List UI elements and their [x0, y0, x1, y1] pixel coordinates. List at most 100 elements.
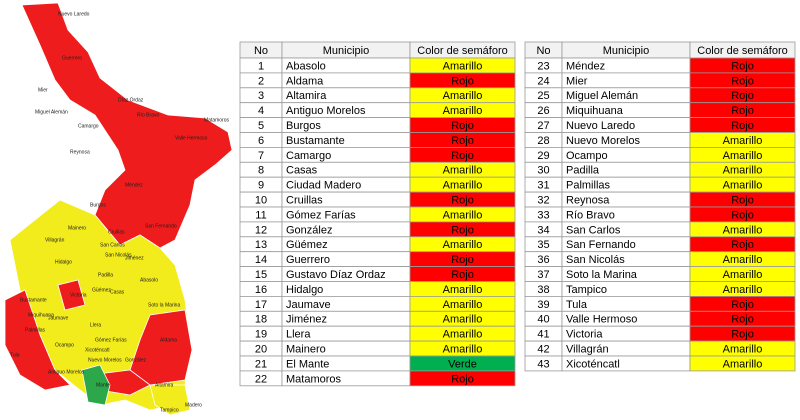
map-region	[129, 309, 193, 386]
municipality: Valle Hermoso	[566, 314, 637, 326]
row-number: 42	[537, 343, 549, 355]
map-label: Tampico	[160, 407, 179, 413]
row-number: 17	[255, 299, 267, 311]
status: Rojo	[731, 194, 754, 206]
status: Amarillo	[443, 165, 483, 177]
status: Rojo	[451, 373, 474, 385]
municipality: Ocampo	[566, 150, 608, 162]
status: Amarillo	[723, 343, 763, 355]
row-number: 1	[258, 60, 264, 72]
header-text: No	[254, 45, 268, 57]
map-label: Altamira	[155, 382, 174, 388]
municipality: Gustavo Díaz Ordaz	[286, 269, 386, 281]
map-label: Llera	[90, 322, 101, 328]
status: Rojo	[451, 269, 474, 281]
municipality: Llera	[286, 329, 311, 341]
status: Rojo	[451, 194, 474, 206]
status: Rojo	[731, 314, 754, 326]
map-label: Gómez Farías	[95, 337, 127, 343]
municipality: Mier	[566, 75, 588, 87]
municipality: Jaumave	[286, 299, 331, 311]
municipality: Río Bravo	[566, 209, 615, 221]
municipality: Casas	[286, 165, 318, 177]
status: Amarillo	[723, 284, 763, 296]
status: Amarillo	[443, 284, 483, 296]
header-text: No	[536, 45, 550, 57]
map-label: Jaumave	[48, 315, 69, 321]
municipality: Soto la Marina	[566, 269, 638, 281]
row-number: 22	[255, 373, 267, 385]
status: Amarillo	[723, 135, 763, 147]
row-number: 3	[258, 90, 264, 102]
map-region	[81, 364, 111, 406]
status: Verde	[448, 358, 477, 370]
municipality: Villagrán	[566, 343, 609, 355]
map-label: Jiménez	[125, 255, 144, 261]
map-label: Miquihuana	[28, 312, 54, 318]
row-number: 28	[537, 135, 549, 147]
row-number: 40	[537, 314, 549, 326]
row-number: 5	[258, 120, 264, 132]
municipality: San Carlos	[566, 224, 621, 236]
status: Rojo	[451, 75, 474, 87]
map-label: Padilla	[98, 272, 113, 278]
row-number: 33	[537, 209, 549, 221]
row-number: 32	[537, 194, 549, 206]
row-number: 19	[255, 329, 267, 341]
status: Amarillo	[723, 150, 763, 162]
row-number: 12	[255, 224, 267, 236]
map-labels: Nuevo Laredo Guerrero Mier Miguel Alemán Cam…	[10, 11, 230, 413]
municipality: Bustamante	[286, 135, 345, 147]
row-number: 27	[537, 120, 549, 132]
status: Rojo	[451, 224, 474, 236]
municipality: Nuevo Laredo	[566, 120, 635, 132]
status: Amarillo	[723, 224, 763, 236]
status: Rojo	[731, 299, 754, 311]
municipality: Matamoros	[286, 373, 342, 385]
row-number: 18	[255, 314, 267, 326]
row-number: 26	[537, 105, 549, 117]
municipality: Burgos	[286, 120, 321, 132]
map-label: Bustamante	[20, 297, 47, 303]
municipality: San Nicolás	[566, 254, 625, 266]
map-region	[57, 279, 86, 311]
status: Amarillo	[443, 299, 483, 311]
map-label: Guerrero	[62, 55, 82, 61]
status: Amarillo	[443, 60, 483, 72]
municipality: San Fernando	[566, 239, 636, 251]
status: Amarillo	[723, 165, 763, 177]
row-number: 34	[537, 224, 549, 236]
municipality: Gómez Farías	[286, 209, 356, 221]
map-label: Hidalgo	[55, 259, 72, 265]
municipality: Hidalgo	[286, 284, 323, 296]
map-label: Díaz Ordaz	[118, 97, 144, 103]
status: Amarillo	[443, 343, 483, 355]
status: Amarillo	[443, 105, 483, 117]
row-number: 23	[537, 60, 549, 72]
status: Amarillo	[723, 358, 763, 370]
municipality: Miguel Alemán	[566, 90, 638, 102]
row-number: 6	[258, 135, 264, 147]
status: Rojo	[451, 120, 474, 132]
map-region	[4, 289, 71, 391]
status-cell	[689, 355, 796, 372]
header-text: Municipio	[603, 45, 649, 57]
municipality: González	[286, 224, 332, 236]
municipality: Mainero	[286, 343, 326, 355]
map-label: Nuevo Laredo	[58, 11, 90, 17]
map-label: Xicoténcatl	[85, 347, 109, 353]
map-label: San Fernando	[145, 223, 177, 229]
row-number: 2	[258, 75, 264, 87]
row-number: 13	[255, 239, 267, 251]
status: Amarillo	[443, 314, 483, 326]
map-label: Tula	[10, 352, 20, 358]
header-text: Municipio	[323, 45, 369, 57]
municipality: Camargo	[286, 150, 331, 162]
status-cell	[409, 370, 516, 387]
municipality: Güémez	[286, 239, 328, 251]
map-label: Victoria	[70, 292, 87, 298]
municipality: Méndez	[566, 60, 605, 72]
status: Rojo	[731, 120, 754, 132]
municipality: Cruillas	[286, 194, 323, 206]
